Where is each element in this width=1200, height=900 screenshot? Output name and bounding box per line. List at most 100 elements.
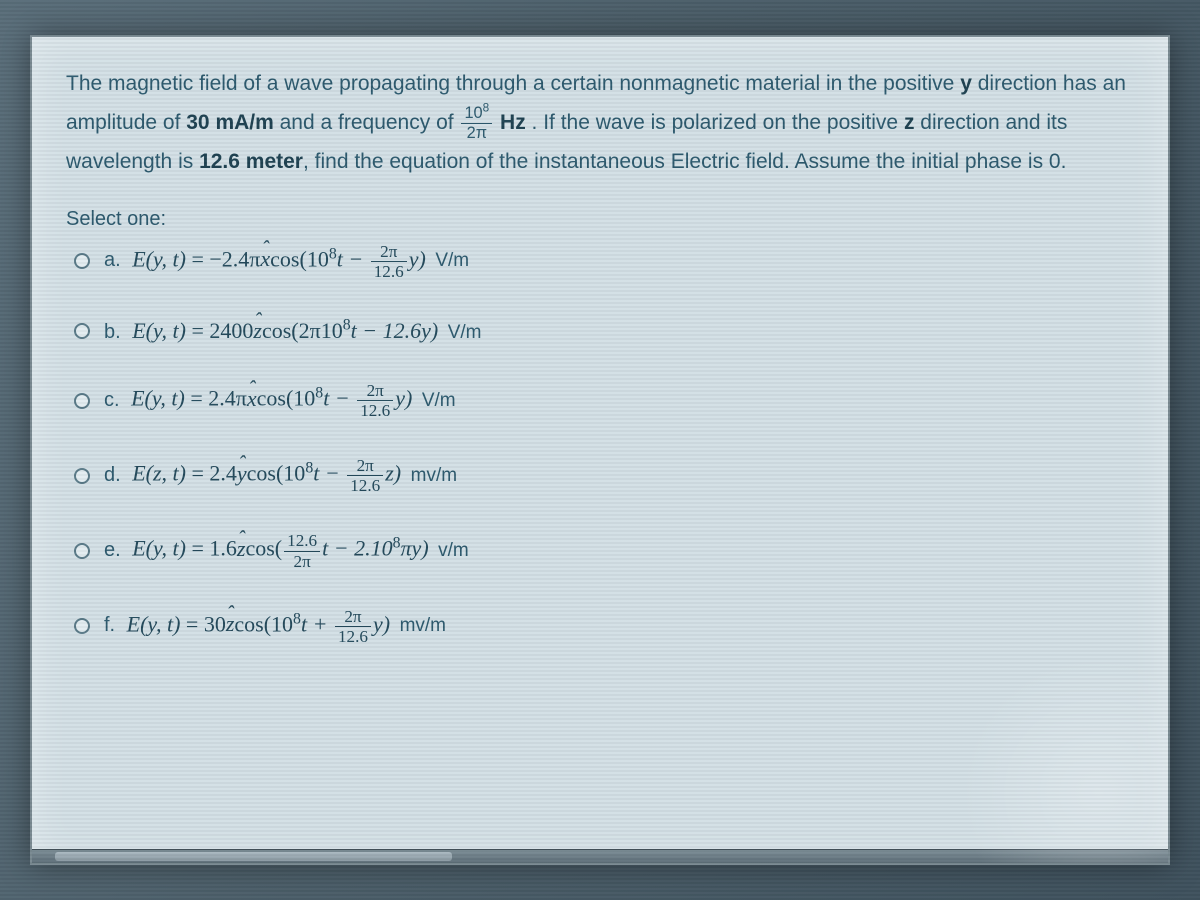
func: cos bbox=[257, 386, 286, 411]
inner-tail: y) bbox=[373, 611, 390, 636]
frac-num: 2π bbox=[357, 382, 393, 401]
q-seg4: . If the wave is polarized on the positi… bbox=[526, 111, 904, 134]
inner-exp: 8 bbox=[329, 245, 337, 262]
option-b[interactable]: b. E(y, t) = 2400zcos(2π108t − 12.6y) V/… bbox=[66, 318, 1134, 344]
coef: −2.4π bbox=[209, 246, 260, 271]
k-fraction: 2π12.6 bbox=[371, 243, 407, 280]
inner-pre: ( bbox=[275, 536, 282, 561]
frac-num: 2π bbox=[335, 608, 371, 627]
k-fraction: 2π12.6 bbox=[357, 382, 393, 419]
unit-vector: z bbox=[237, 536, 246, 562]
coef: 1.6 bbox=[209, 536, 237, 561]
frac-den: 12.6 bbox=[371, 262, 407, 280]
radio-icon[interactable] bbox=[74, 253, 90, 269]
lhs-func: E bbox=[132, 536, 145, 561]
q-bold1: y bbox=[960, 72, 972, 95]
lhs-args: (y, t) bbox=[146, 246, 186, 271]
inner-post: t − bbox=[337, 246, 369, 271]
inner-post: t − bbox=[313, 461, 345, 486]
frac-den: 12.6 bbox=[335, 627, 371, 645]
lhs-func: E bbox=[132, 246, 145, 271]
func: cos bbox=[262, 318, 291, 343]
q-seg6: , find the equation of the instantaneous… bbox=[303, 150, 1066, 173]
inner-post: t − bbox=[323, 386, 355, 411]
inner-tail: t − 2.10 bbox=[322, 536, 392, 561]
func: cos bbox=[270, 246, 299, 271]
coef: 2.4 bbox=[209, 461, 237, 486]
question-panel: The magnetic field of a wave propagating… bbox=[30, 35, 1170, 865]
lhs-args: (z, t) bbox=[146, 461, 186, 486]
radio-icon[interactable] bbox=[74, 618, 90, 634]
lhs-func: E bbox=[131, 386, 144, 411]
option-c[interactable]: c. E(y, t) = 2.4πxcos(108t − 2π12.6y) V/… bbox=[66, 382, 1134, 419]
opt-letter: e. bbox=[104, 539, 121, 561]
q-bold4: 12.6 meter bbox=[199, 150, 303, 173]
inner-tail: y) bbox=[395, 386, 412, 411]
opt-letter: c. bbox=[104, 389, 120, 411]
tail-exp: 8 bbox=[393, 535, 401, 552]
unit-text: v/m bbox=[438, 540, 469, 561]
option-c-label: c. E(y, t) = 2.4πxcos(108t − 2π12.6y) V/… bbox=[104, 382, 456, 419]
k-fraction: 2π12.6 bbox=[335, 608, 371, 645]
lhs-func: E bbox=[132, 318, 145, 343]
opt-letter: a. bbox=[104, 249, 121, 271]
unit-vector: z bbox=[253, 318, 262, 344]
opt-letter: d. bbox=[104, 464, 121, 486]
q-seg3: and a frequency of bbox=[274, 111, 460, 134]
k-fraction: 12.62π bbox=[284, 532, 320, 569]
screen-glare bbox=[948, 643, 1170, 865]
frac-den: 12.6 bbox=[347, 476, 383, 494]
option-f[interactable]: f. E(y, t) = 30zcos(108t + 2π12.6y) mv/m bbox=[66, 608, 1134, 645]
lhs-args: (y, t) bbox=[146, 536, 186, 561]
frac-num: 12.6 bbox=[284, 532, 320, 551]
freq-unit: Hz bbox=[500, 111, 526, 134]
question-text: The magnetic field of a wave propagating… bbox=[66, 65, 1134, 182]
option-a[interactable]: a. E(y, t) = −2.4πxcos(108t − 2π12.6y) V… bbox=[66, 243, 1134, 280]
inner-tail: z) bbox=[385, 461, 401, 486]
radio-icon[interactable] bbox=[74, 543, 90, 559]
q-bold2: 30 mA/m bbox=[186, 111, 274, 134]
unit-text: V/m bbox=[435, 250, 469, 271]
option-d[interactable]: d. E(z, t) = 2.4ycos(108t − 2π12.6z) mv/… bbox=[66, 457, 1134, 494]
radio-icon[interactable] bbox=[74, 323, 90, 339]
unit-vector: z bbox=[226, 611, 235, 637]
radio-icon[interactable] bbox=[74, 393, 90, 409]
inner-pre: (10 bbox=[264, 611, 293, 636]
option-a-label: a. E(y, t) = −2.4πxcos(108t − 2π12.6y) V… bbox=[104, 243, 469, 280]
unit-text: mv/m bbox=[400, 615, 446, 636]
options-list: a. E(y, t) = −2.4πxcos(108t − 2π12.6y) V… bbox=[66, 243, 1134, 646]
inner-pre: (10 bbox=[276, 461, 305, 486]
func: cos bbox=[234, 611, 263, 636]
freq-num: 10 bbox=[464, 104, 482, 122]
q-seg1: The magnetic field of a wave propagating… bbox=[66, 72, 960, 95]
freq-den: 2π bbox=[461, 124, 492, 141]
tail-post: πy) bbox=[401, 536, 429, 561]
frac-num: 2π bbox=[371, 243, 407, 262]
freq-exp: 8 bbox=[483, 102, 490, 115]
unit-text: mv/m bbox=[411, 465, 457, 486]
option-b-label: b. E(y, t) = 2400zcos(2π108t − 12.6y) V/… bbox=[104, 318, 481, 344]
inner-pre: (2π10 bbox=[291, 318, 342, 343]
frac-den: 2π bbox=[284, 552, 320, 570]
horizontal-scrollbar[interactable] bbox=[32, 849, 1168, 863]
option-f-label: f. E(y, t) = 30zcos(108t + 2π12.6y) mv/m bbox=[104, 608, 446, 645]
lhs-args: (y, t) bbox=[145, 386, 185, 411]
coef: 2.4π bbox=[208, 386, 247, 411]
radio-icon[interactable] bbox=[74, 468, 90, 484]
k-fraction: 2π12.6 bbox=[347, 457, 383, 494]
inner-tail: y) bbox=[409, 246, 426, 271]
coef: 30 bbox=[204, 611, 226, 636]
unit-vector: x bbox=[247, 386, 257, 412]
option-d-label: d. E(z, t) = 2.4ycos(108t − 2π12.6z) mv/… bbox=[104, 457, 457, 494]
inner-pre: (10 bbox=[300, 246, 329, 271]
lhs-func: E bbox=[127, 611, 140, 636]
freq-fraction: 108 2π bbox=[461, 105, 492, 141]
opt-letter: b. bbox=[104, 321, 121, 343]
inner-exp: 8 bbox=[293, 610, 301, 627]
unit-vector: x bbox=[260, 246, 270, 272]
func: cos bbox=[245, 536, 274, 561]
select-one-label: Select one: bbox=[66, 208, 1134, 231]
scrollbar-thumb[interactable] bbox=[55, 852, 453, 861]
opt-letter: f. bbox=[104, 614, 115, 636]
option-e[interactable]: e. E(y, t) = 1.6zcos(12.62πt − 2.108πy) … bbox=[66, 532, 1134, 569]
